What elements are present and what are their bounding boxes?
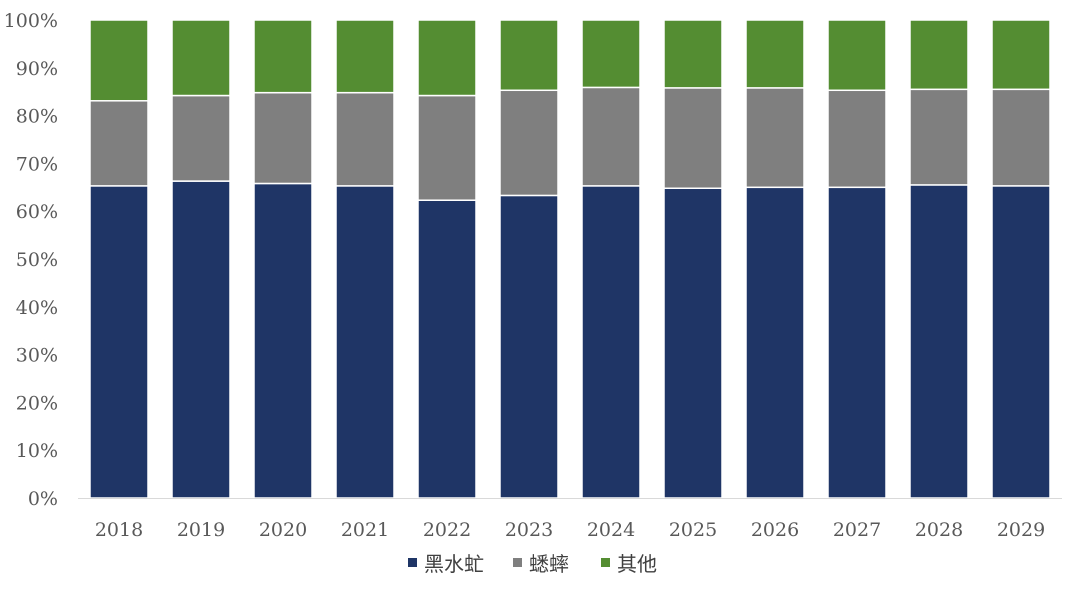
bar-stack-2028 bbox=[909, 19, 969, 499]
bar-segment-2 bbox=[663, 87, 723, 190]
bar-segment-1 bbox=[417, 199, 477, 499]
bar-stack-2027 bbox=[827, 19, 887, 499]
bar-stack-2029 bbox=[991, 19, 1051, 499]
bar-segment-1 bbox=[827, 186, 887, 499]
bar-segment-2 bbox=[909, 88, 969, 186]
bar-segment-1 bbox=[499, 194, 559, 499]
y-tick-label: 80% bbox=[16, 106, 58, 128]
bar-segment-1 bbox=[171, 180, 231, 499]
bar-segment-2 bbox=[253, 91, 313, 185]
x-tick-label: 2026 bbox=[751, 519, 799, 541]
y-tick-label: 90% bbox=[16, 58, 58, 80]
bar-stack-2021 bbox=[335, 19, 395, 499]
bar-segment-3 bbox=[991, 19, 1051, 91]
x-tick-label: 2019 bbox=[177, 519, 225, 541]
legend-item-2: 蟋蟀 bbox=[513, 552, 569, 576]
legend-swatch bbox=[601, 558, 610, 567]
legend-label: 蟋蟀 bbox=[529, 552, 569, 576]
legend-swatch bbox=[408, 558, 417, 567]
legend: 黑水虻 蟋蟀 其他 bbox=[408, 552, 657, 576]
bar-segment-3 bbox=[909, 19, 969, 91]
bar-segment-1 bbox=[581, 185, 641, 499]
bar-segment-2 bbox=[827, 89, 887, 189]
bar-segment-2 bbox=[89, 100, 149, 187]
bar-stack-2024 bbox=[581, 19, 641, 499]
bar-stack-2022 bbox=[417, 19, 477, 499]
bar-stack-2019 bbox=[171, 19, 231, 499]
bar-segment-2 bbox=[581, 86, 641, 187]
bar-segment-2 bbox=[745, 87, 805, 189]
bar-segment-3 bbox=[745, 19, 805, 89]
bar-stack-2025 bbox=[663, 19, 723, 499]
x-tick-label: 2025 bbox=[669, 519, 717, 541]
bar-stack-2023 bbox=[499, 19, 559, 499]
x-tick-label: 2020 bbox=[259, 519, 307, 541]
bar-segment-1 bbox=[909, 184, 969, 499]
bar-segment-3 bbox=[499, 19, 559, 92]
legend-label: 黑水虻 bbox=[424, 552, 484, 576]
x-tick-label: 2018 bbox=[95, 519, 143, 541]
bar-segment-3 bbox=[89, 19, 149, 102]
y-tick-label: 50% bbox=[16, 249, 58, 271]
legend-swatch bbox=[513, 558, 522, 567]
bar-stack-2026 bbox=[745, 19, 805, 499]
x-tick-label: 2021 bbox=[341, 519, 389, 541]
bar-segment-2 bbox=[991, 88, 1051, 187]
bar-segment-1 bbox=[663, 187, 723, 499]
legend-item-1: 黑水虻 bbox=[408, 552, 484, 576]
bar-segment-3 bbox=[335, 19, 395, 94]
y-tick-label: 30% bbox=[16, 345, 58, 367]
x-tick-label: 2022 bbox=[423, 519, 471, 541]
bar-segment-3 bbox=[581, 19, 641, 89]
x-tick-label: 2027 bbox=[833, 519, 881, 541]
bar-segment-3 bbox=[663, 19, 723, 89]
bar-segment-1 bbox=[745, 186, 805, 499]
bar-segment-3 bbox=[417, 19, 477, 97]
bar-segment-3 bbox=[827, 19, 887, 92]
y-tick-label: 20% bbox=[16, 392, 58, 414]
y-tick-label: 10% bbox=[16, 440, 58, 462]
bar-segment-1 bbox=[253, 182, 313, 499]
y-tick-label: 70% bbox=[16, 153, 58, 175]
bar-segment-1 bbox=[89, 185, 149, 499]
legend-item-3: 其他 bbox=[601, 552, 657, 576]
bar-segment-2 bbox=[171, 94, 231, 182]
x-tick-label: 2024 bbox=[587, 519, 635, 541]
bar-segment-1 bbox=[335, 185, 395, 499]
x-tick-label: 2028 bbox=[915, 519, 963, 541]
x-tick-label: 2029 bbox=[997, 519, 1045, 541]
y-tick-label: 40% bbox=[16, 297, 58, 319]
y-axis-ticks: 0% 10% 20% 30% 40% 50% 60% 70% 80% 90% 100% bbox=[4, 10, 58, 510]
x-axis-ticks: 2018 2019 2020 2021 2022 2023 2024 2025 2026 2027… bbox=[95, 519, 1045, 541]
bar-stack-2020 bbox=[253, 19, 313, 499]
legend-label: 其他 bbox=[617, 552, 657, 576]
bar-stacks bbox=[89, 19, 1051, 499]
bar-segment-3 bbox=[253, 19, 313, 94]
x-tick-label: 2023 bbox=[505, 519, 553, 541]
bar-segment-2 bbox=[499, 89, 559, 197]
bar-segment-2 bbox=[417, 94, 477, 201]
y-tick-label: 0% bbox=[28, 488, 58, 510]
bar-segment-2 bbox=[335, 91, 395, 187]
y-tick-label: 60% bbox=[16, 201, 58, 223]
bar-segment-1 bbox=[991, 185, 1051, 499]
y-tick-label: 100% bbox=[4, 10, 58, 32]
bar-segment-3 bbox=[171, 19, 231, 97]
bar-stack-2018 bbox=[89, 19, 149, 499]
